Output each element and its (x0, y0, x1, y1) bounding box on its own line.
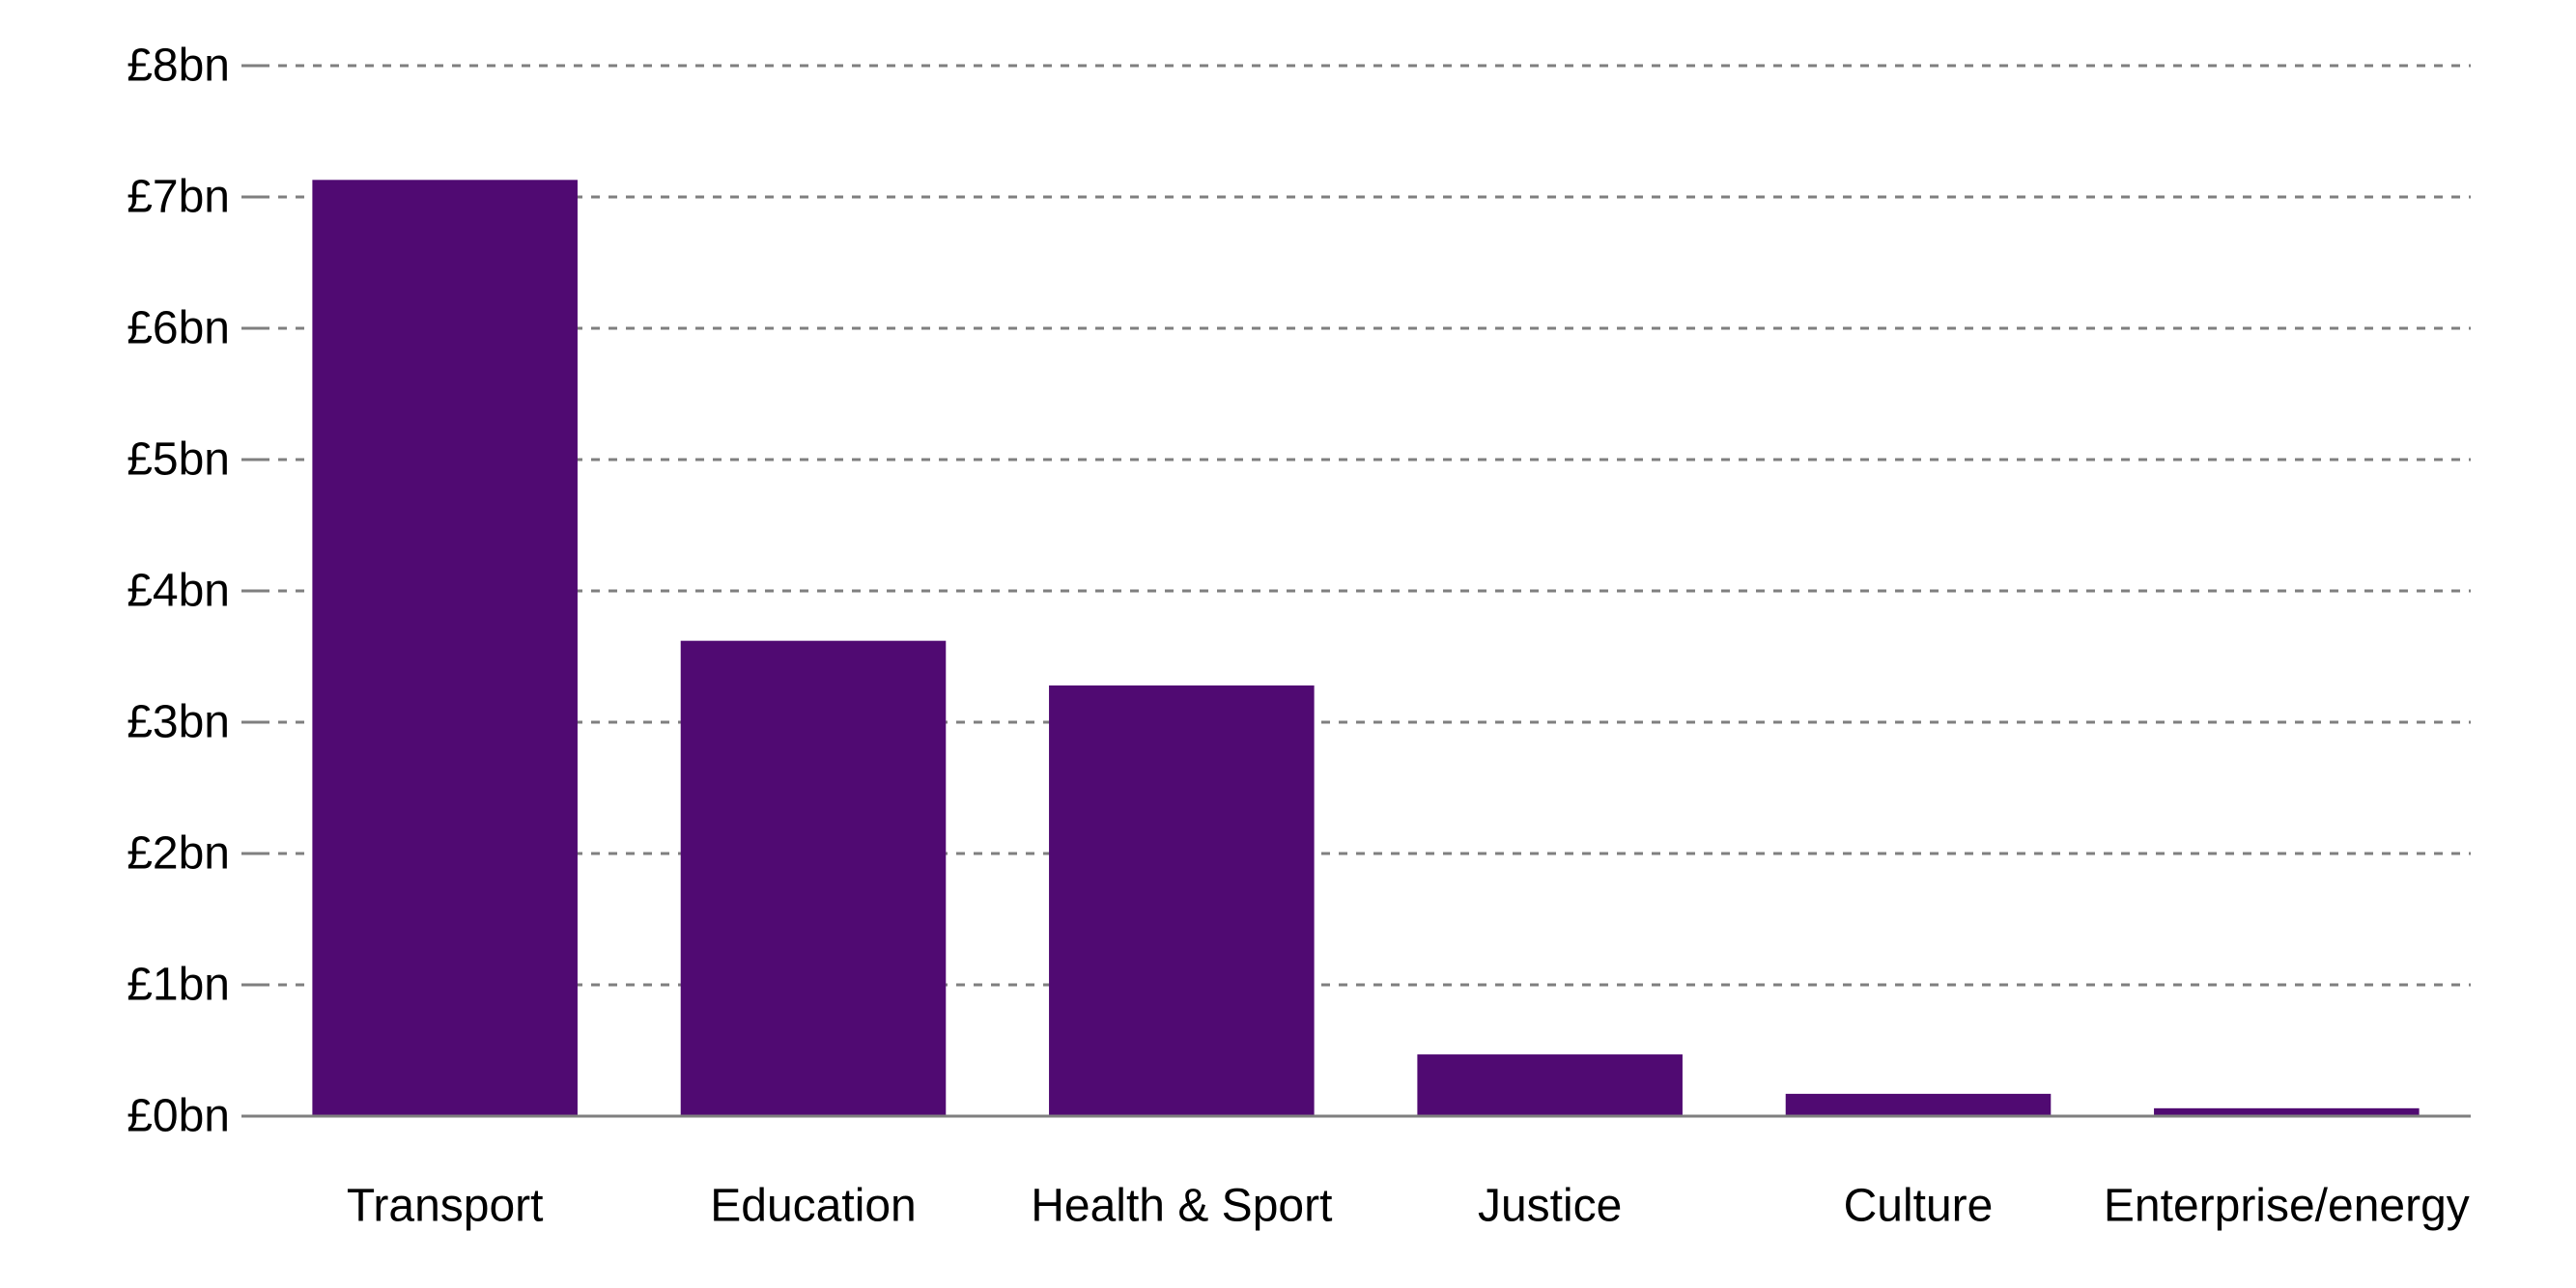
axes (241, 64, 2471, 1118)
bar-education (680, 640, 947, 1116)
gridlines (261, 64, 2471, 987)
x-category-label: Justice (1478, 1181, 1622, 1232)
x-category-label: Culture (1844, 1181, 1994, 1232)
bars (312, 180, 2420, 1116)
y-tick-label: £7bn (127, 172, 230, 223)
y-tick-label: £2bn (127, 828, 230, 880)
x-category-label: Transport (347, 1181, 544, 1232)
x-category-label: Enterprise/energy (2104, 1181, 2470, 1232)
y-tick-label: £0bn (127, 1091, 230, 1142)
bar-enterprise-energy (2154, 1107, 2420, 1116)
bar-justice (1417, 1054, 1683, 1116)
x-category-label: Education (710, 1181, 917, 1232)
labels: £0bn £1bn £2bn £3bn £4bn £5bn £6bn £7bn £8bn Tran… (127, 41, 2470, 1232)
y-tick-label: £1bn (127, 960, 230, 1011)
bar-transport (312, 180, 578, 1116)
y-tick-label: £3bn (127, 697, 230, 748)
x-category-label: Health & Sport (1031, 1181, 1332, 1232)
y-tick-label: £6bn (127, 303, 230, 354)
bar-culture (1785, 1093, 2052, 1116)
bar-health-sport (1049, 685, 1315, 1116)
y-tick-label: £4bn (127, 566, 230, 617)
y-tick-label: £8bn (127, 41, 230, 92)
y-tick-label: £5bn (127, 434, 230, 486)
